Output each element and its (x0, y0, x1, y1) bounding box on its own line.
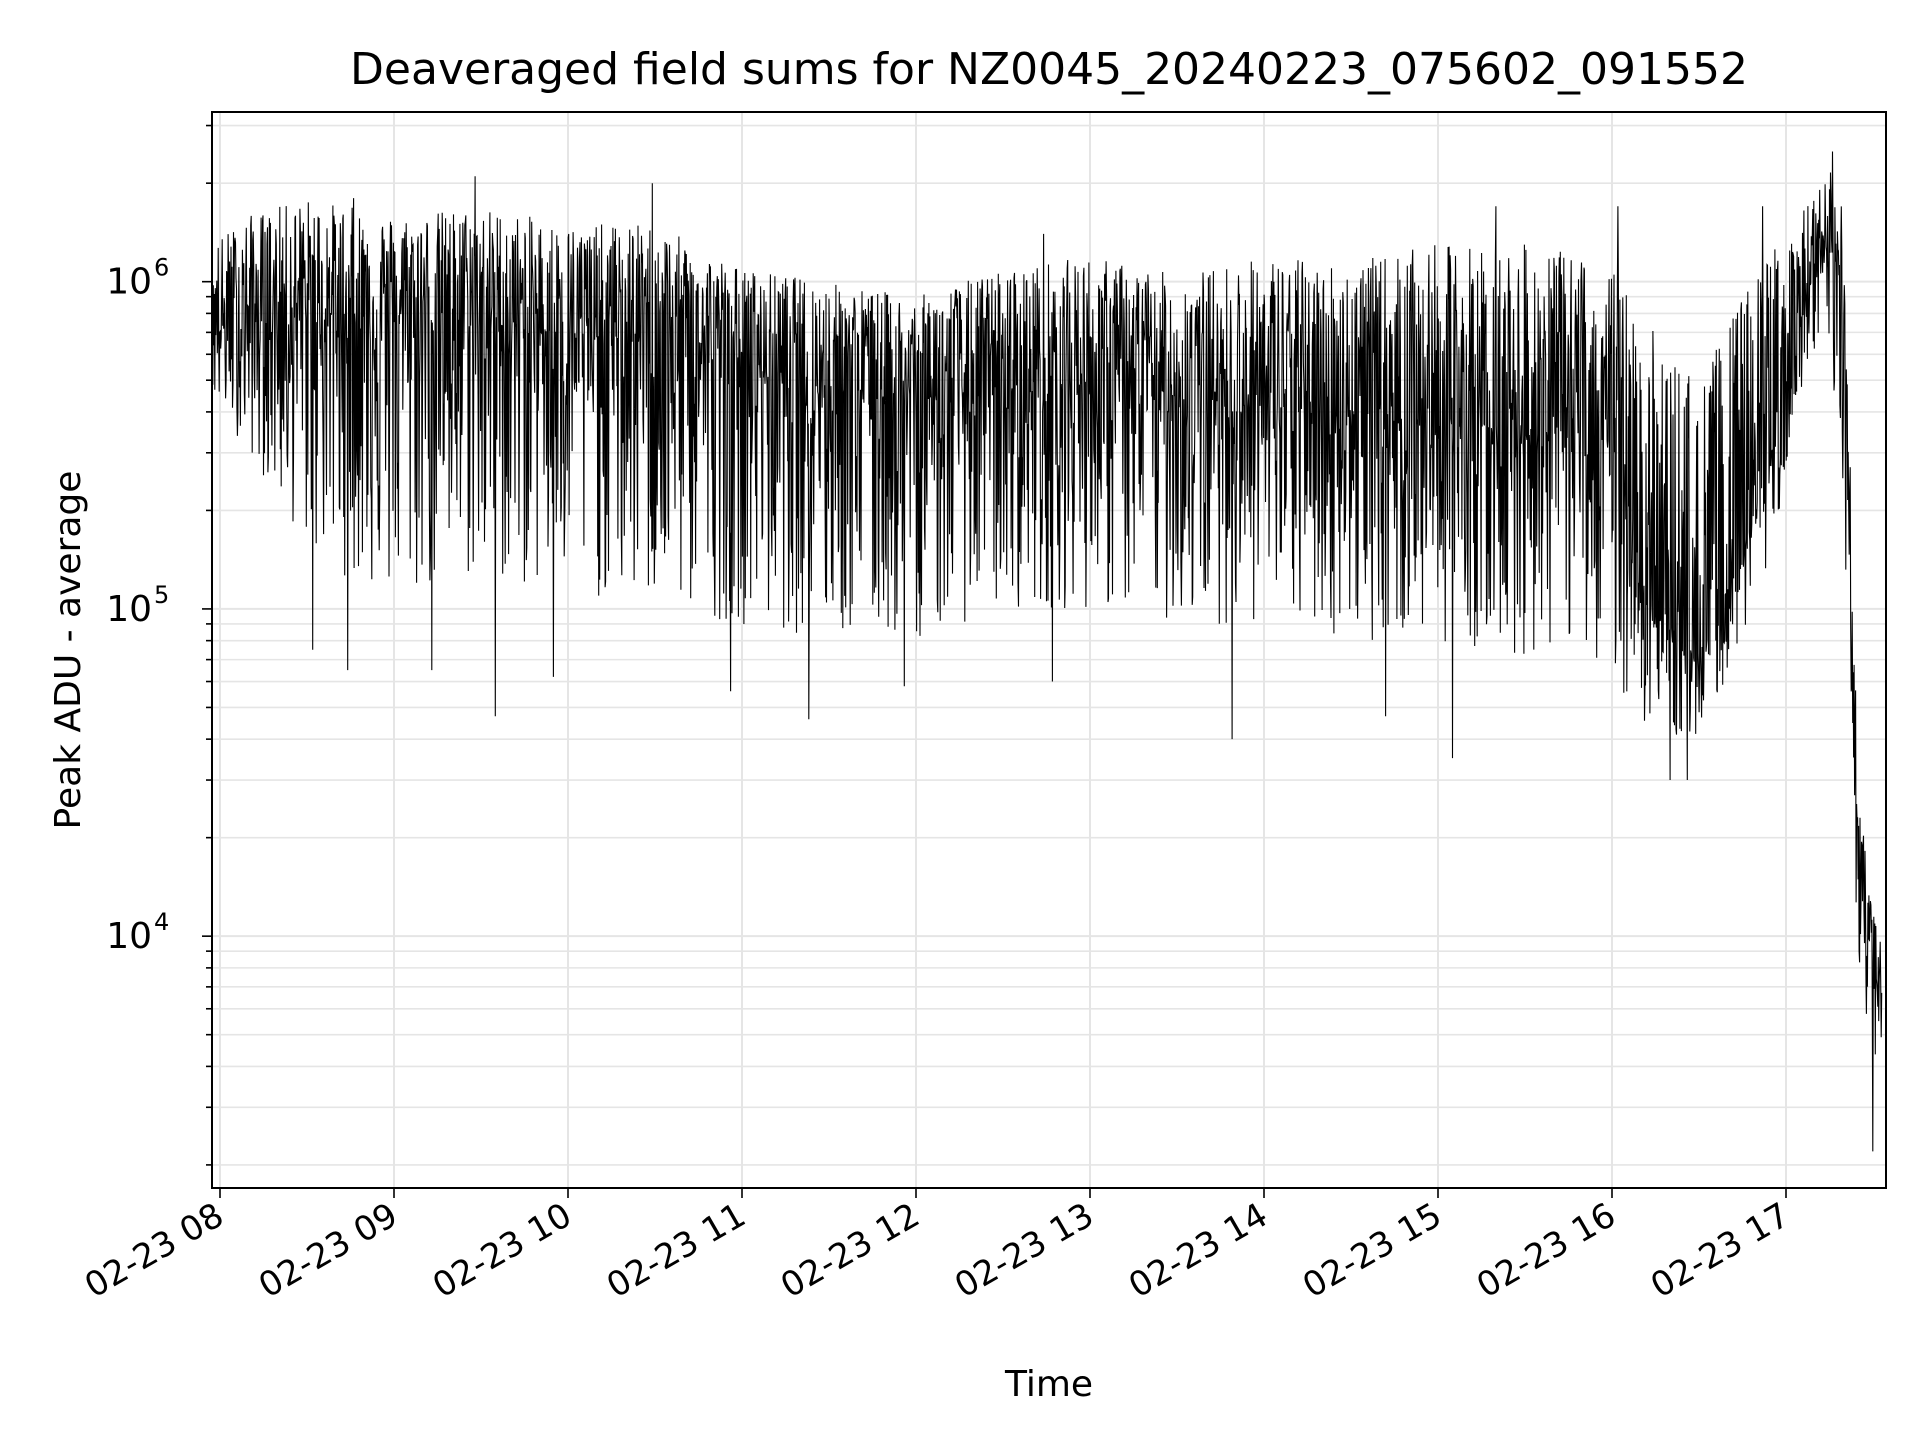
y-tick-label-exponent: 6 (154, 254, 169, 282)
x-axis-label: Time (1004, 1364, 1093, 1405)
y-tick-label: 10 (106, 262, 152, 303)
y-tick-label: 10 (106, 589, 152, 630)
y-tick-label: 10 (106, 916, 152, 957)
chart-title: Deaveraged field sums for NZ0045_2024022… (350, 44, 1748, 95)
y-tick-label-exponent: 4 (154, 908, 169, 936)
y-axis-label: Peak ADU - average (48, 471, 89, 830)
series-layer (213, 151, 1883, 1152)
y-tick-label-exponent: 5 (154, 581, 169, 609)
series-line (213, 151, 1883, 1152)
plot-frame (211, 111, 1887, 1189)
